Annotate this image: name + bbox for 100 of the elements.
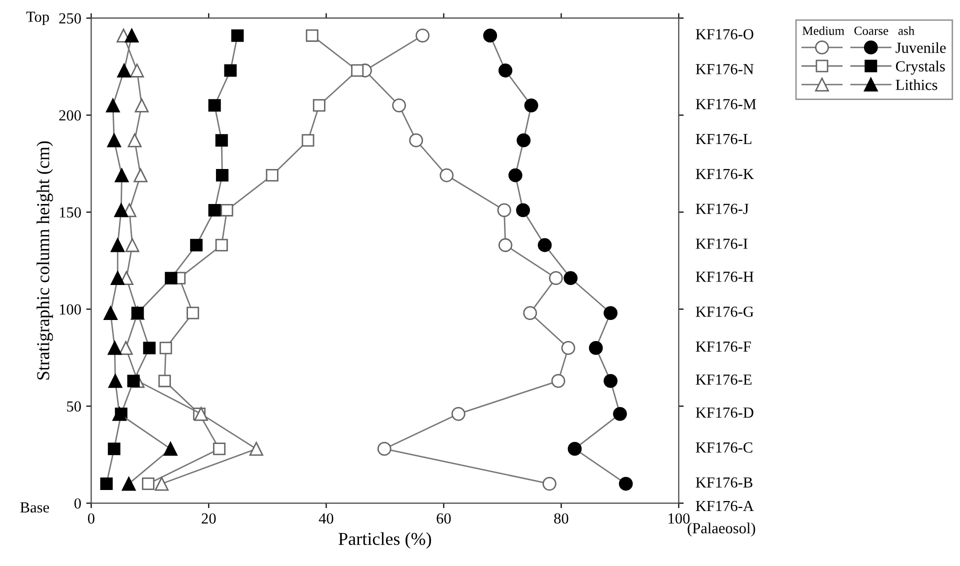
point bbox=[516, 133, 531, 148]
point bbox=[216, 169, 228, 182]
point bbox=[124, 28, 139, 43]
point bbox=[108, 374, 122, 388]
y-tick-label: 150 bbox=[60, 207, 81, 218]
point bbox=[186, 306, 200, 320]
point bbox=[588, 341, 603, 355]
point bbox=[440, 168, 454, 182]
text: KF176-B bbox=[696, 477, 752, 488]
x-tick-label: 40 bbox=[318, 513, 334, 524]
point bbox=[498, 64, 512, 78]
point bbox=[127, 374, 140, 388]
text: KF176-F bbox=[696, 342, 751, 352]
point bbox=[108, 442, 120, 456]
point bbox=[302, 134, 314, 147]
point bbox=[164, 272, 178, 284]
point bbox=[564, 271, 578, 286]
point bbox=[158, 374, 171, 388]
legend-label: Juvenile bbox=[896, 42, 946, 53]
x-tick-label: 80 bbox=[554, 513, 568, 524]
point bbox=[142, 478, 154, 490]
point bbox=[498, 238, 512, 252]
point bbox=[128, 133, 142, 148]
x-tick-label: 100 bbox=[668, 513, 690, 524]
point bbox=[538, 238, 552, 252]
point bbox=[104, 306, 118, 320]
x-tick-label: 20 bbox=[202, 513, 216, 524]
point bbox=[125, 238, 140, 252]
y-tick-label: 200 bbox=[59, 110, 81, 121]
text: KF176-I bbox=[696, 238, 748, 249]
text: KF176-H bbox=[696, 272, 754, 282]
x-tick-label: 0 bbox=[88, 513, 94, 524]
y-tick-label: 0 bbox=[74, 498, 81, 509]
point bbox=[164, 442, 178, 456]
point bbox=[483, 28, 498, 43]
point bbox=[568, 442, 582, 456]
point bbox=[351, 64, 364, 77]
point bbox=[194, 406, 208, 421]
point bbox=[409, 133, 424, 148]
point bbox=[208, 204, 221, 216]
point bbox=[416, 28, 430, 43]
point bbox=[114, 203, 128, 218]
point bbox=[497, 203, 512, 218]
x-axis-title: Particles (%) bbox=[338, 532, 432, 549]
point bbox=[208, 99, 221, 112]
text: KF176-L bbox=[696, 134, 752, 144]
text: (Palaeosol) bbox=[688, 522, 756, 536]
point bbox=[524, 98, 538, 112]
point bbox=[377, 442, 392, 456]
point bbox=[114, 168, 129, 182]
legend-title: Medium Coarse ash bbox=[802, 26, 914, 35]
text: KF176-M bbox=[696, 98, 756, 110]
text: KF176-O bbox=[696, 29, 754, 40]
point bbox=[213, 442, 226, 456]
text: KF176-C bbox=[696, 442, 752, 453]
text: KF176-A bbox=[696, 500, 754, 512]
point bbox=[306, 29, 318, 42]
point bbox=[107, 133, 122, 148]
point bbox=[548, 271, 563, 286]
point bbox=[551, 374, 566, 388]
point bbox=[100, 478, 113, 490]
point bbox=[231, 29, 244, 42]
point bbox=[215, 134, 228, 147]
point bbox=[154, 476, 169, 491]
point bbox=[134, 98, 149, 112]
point bbox=[215, 238, 228, 252]
point bbox=[516, 203, 530, 218]
y-tick-label: 250 bbox=[59, 13, 81, 24]
point bbox=[118, 341, 133, 355]
legend-label: Lithics bbox=[896, 79, 938, 90]
text: KF176-G bbox=[696, 306, 754, 317]
point bbox=[106, 98, 120, 112]
point bbox=[160, 342, 172, 354]
text: Base bbox=[20, 502, 49, 513]
point bbox=[224, 64, 237, 77]
point bbox=[613, 406, 627, 421]
point bbox=[604, 306, 618, 320]
point bbox=[392, 98, 406, 112]
y-axis-title: Stratigraphic column height (cm) bbox=[36, 141, 54, 380]
x-tick-label: 60 bbox=[436, 513, 451, 524]
text: KF176-D bbox=[696, 407, 754, 418]
legend-label: Crystals bbox=[896, 60, 945, 75]
point bbox=[542, 476, 556, 491]
point bbox=[134, 168, 148, 182]
point bbox=[108, 341, 122, 355]
point bbox=[110, 238, 125, 252]
point bbox=[508, 168, 522, 182]
text: KF176-J bbox=[696, 204, 749, 214]
point bbox=[110, 271, 125, 286]
point bbox=[220, 204, 234, 216]
point bbox=[523, 306, 538, 320]
y-tick-label: 100 bbox=[60, 304, 81, 315]
text: KF176-N bbox=[696, 64, 754, 74]
point bbox=[117, 64, 132, 78]
point bbox=[266, 169, 278, 182]
text: KF176-K bbox=[696, 168, 754, 180]
point bbox=[122, 476, 136, 491]
point bbox=[451, 406, 466, 421]
point bbox=[561, 341, 576, 355]
point bbox=[604, 374, 618, 388]
